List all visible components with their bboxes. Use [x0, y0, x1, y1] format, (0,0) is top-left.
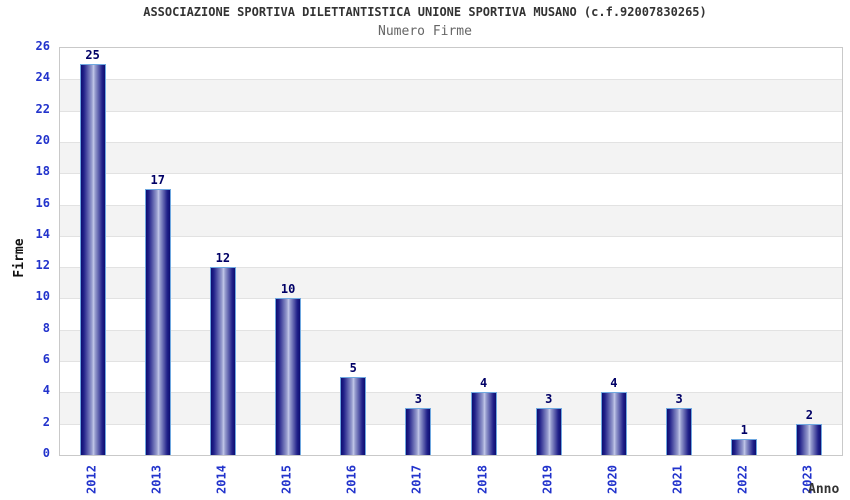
bar-value-label: 5: [349, 360, 357, 375]
x-tick-label: 2019: [540, 465, 555, 494]
plot-band: [60, 298, 842, 330]
bar-2018: [470, 392, 497, 455]
gridline: [60, 173, 842, 175]
bar-2013: [144, 188, 171, 455]
x-tick-label: 2015: [279, 465, 294, 494]
plot-band: [60, 173, 842, 205]
bar-value-label: 3: [545, 392, 553, 407]
y-tick-label: 18: [35, 164, 50, 179]
y-tick-label: 16: [35, 195, 50, 210]
bar-value-label: 3: [675, 392, 683, 407]
plot-band: [60, 48, 842, 80]
bar-2012: [79, 63, 106, 455]
bar-value-label: 17: [150, 172, 165, 187]
bar-2020: [600, 392, 627, 455]
gridline: [60, 298, 842, 300]
plot-band: [60, 141, 842, 174]
y-tick-label: 24: [35, 70, 50, 85]
bar-2023: [796, 423, 823, 455]
gridline: [60, 423, 842, 425]
plot-band: [60, 79, 842, 111]
bar-value-label: 4: [610, 376, 618, 391]
y-tick-label: 2: [42, 414, 50, 429]
x-tick-label: 2017: [409, 465, 424, 494]
plot-band: [60, 110, 842, 142]
y-tick-label: 22: [35, 101, 50, 116]
y-tick-label: 10: [35, 289, 50, 304]
x-tick-label: 2016: [344, 465, 359, 494]
bar-2021: [666, 408, 693, 455]
gridline: [60, 235, 842, 237]
x-axis-title: Anno: [808, 482, 840, 497]
plot-band: [60, 204, 842, 236]
bar-value-label: 1: [740, 423, 748, 438]
gridline: [60, 392, 842, 394]
bar-value-label: 10: [280, 282, 296, 297]
x-tick-label: 2018: [475, 465, 490, 494]
bar-value-label: 4: [479, 376, 488, 391]
bar-value-label: 12: [215, 251, 231, 266]
x-tick-label: 2020: [605, 465, 620, 494]
bar-2022: [731, 439, 758, 455]
gridline: [60, 361, 842, 363]
y-tick-label: 6: [42, 352, 50, 367]
plot-area: 25 17 12 10 5 3 4 3 4 3 1 2: [59, 47, 843, 456]
bar-2015: [275, 298, 302, 455]
bar-2017: [405, 408, 432, 455]
gridline: [60, 204, 842, 206]
plot-band: [60, 267, 842, 299]
y-tick-label: 12: [35, 258, 50, 273]
x-tick-label: 2021: [670, 465, 685, 494]
gridline: [60, 141, 842, 143]
gridline: [60, 329, 842, 331]
bar-2014: [209, 267, 236, 455]
y-tick-label: 20: [35, 132, 50, 147]
gridline: [60, 267, 842, 269]
bar-2016: [340, 376, 367, 455]
x-tick-label: 2012: [84, 465, 99, 494]
bar-value-label: 25: [85, 47, 100, 62]
bar-2019: [535, 408, 562, 455]
plot-band: [60, 235, 842, 268]
gridline: [60, 110, 842, 112]
gridline: [60, 79, 842, 81]
plot-band: [60, 392, 842, 424]
y-tick-label: 8: [42, 320, 50, 335]
plot-band: [60, 361, 842, 393]
chart-title: ASSOCIAZIONE SPORTIVA DILETTANTISTICA UN…: [143, 5, 707, 19]
chart-subtitle: Numero Firme: [378, 24, 472, 39]
x-tick-label: 2022: [735, 465, 750, 494]
y-tick-label: 4: [42, 383, 50, 398]
bar-value-label: 3: [414, 392, 423, 407]
y-tick-label: 26: [35, 39, 50, 53]
x-tick-label: 2013: [149, 465, 164, 494]
bar-value-label: 2: [805, 407, 814, 422]
plot-band: [60, 423, 842, 455]
y-tick-label: 0: [42, 446, 50, 460]
y-tick-label: 14: [35, 226, 50, 241]
plot-band: [60, 329, 842, 362]
x-tick-label: 2014: [214, 465, 229, 494]
